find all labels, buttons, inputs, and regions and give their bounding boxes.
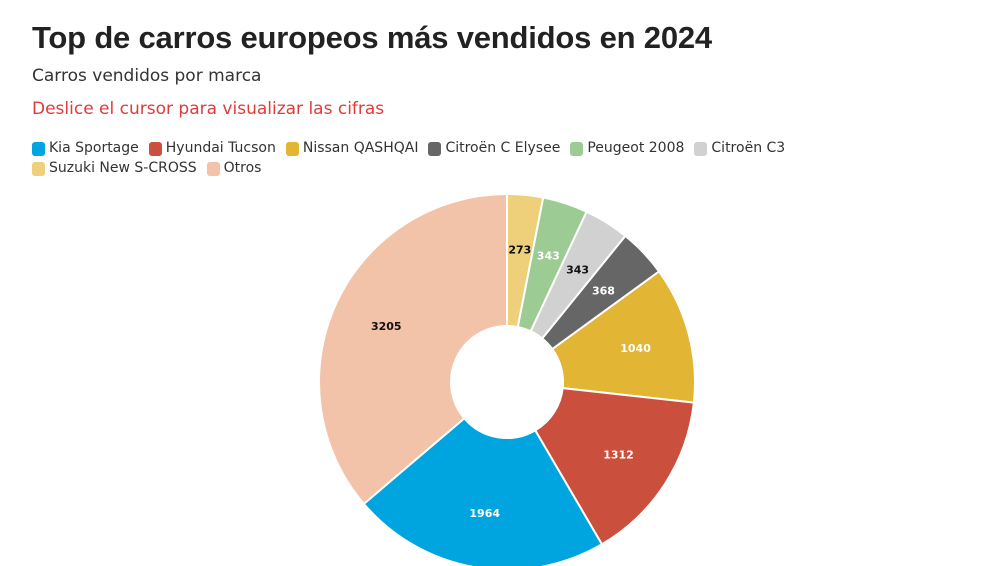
- legend-swatch: [148, 141, 162, 156]
- legend-swatch: [206, 161, 220, 176]
- slice-otros[interactable]: [318, 192, 508, 506]
- slice-label-citroen-c3: 343: [566, 263, 589, 276]
- slice-label-kia-sportage: 1964: [469, 507, 500, 520]
- legend-swatch: [32, 161, 45, 176]
- legend-label: Otros: [223, 160, 262, 176]
- legend-swatch: [570, 141, 584, 156]
- slices-group: [318, 192, 696, 566]
- legend-label: Suzuki New S-CROSS: [49, 160, 197, 176]
- legend-swatch: [32, 141, 45, 156]
- legend-item-peugeot-2008[interactable]: Peugeot 2008: [570, 140, 684, 157]
- slice-label-suzuki-new-s-cross: 273: [508, 244, 531, 257]
- legend-label: Citroën C Elysee: [445, 140, 561, 156]
- legend-label: Citroën C3: [711, 140, 786, 156]
- legend-swatch: [285, 141, 299, 156]
- legend-label: Peugeot 2008: [587, 140, 685, 156]
- legend-item-nissan-qashqai[interactable]: Nissan QASHQAI: [285, 140, 419, 157]
- slice-label-peugeot-2008: 343: [537, 250, 560, 263]
- hover-hint: Deslice el cursor para visualizar las ci…: [32, 99, 385, 119]
- legend-item-kia-sportage[interactable]: Kia Sportage: [32, 140, 139, 157]
- slice-label-hyundai-tucson: 1312: [603, 448, 634, 461]
- slice-label-citroen-c-elysee: 368: [592, 284, 615, 297]
- legend-label: Hyundai Tucson: [165, 140, 276, 156]
- legend-item-hyundai-tucson[interactable]: Hyundai Tucson: [148, 140, 276, 157]
- legend-label: Nissan QASHQAI: [302, 140, 419, 156]
- legend-label: Kia Sportage: [49, 140, 139, 156]
- slice-hyundai-tucson[interactable]: [533, 387, 695, 546]
- legend-item-otros[interactable]: Otros: [206, 160, 262, 177]
- chart-title: Top de carros europeos más vendidos en 2…: [32, 20, 712, 55]
- slice-label-nissan-qashqai: 1040: [620, 342, 651, 355]
- slice-nissan-qashqai[interactable]: [550, 270, 696, 404]
- legend-swatch: [694, 141, 708, 156]
- legend-item-suzuki-new-s-cross[interactable]: Suzuki New S-CROSS: [32, 160, 197, 177]
- slice-kia-sportage[interactable]: [362, 416, 604, 566]
- slice-label-otros: 3205: [371, 320, 402, 333]
- chart-legend: Kia Sportage Hyundai Tucson Nissan QASHQAI…: [32, 140, 962, 177]
- legend-swatch: [428, 141, 442, 156]
- chart-subtitle: Carros vendidos por marca: [32, 66, 262, 86]
- legend-item-citroen-c3[interactable]: Citroën C3: [694, 140, 785, 157]
- legend-item-citroen-c-elysee[interactable]: Citroën C Elysee: [428, 140, 560, 157]
